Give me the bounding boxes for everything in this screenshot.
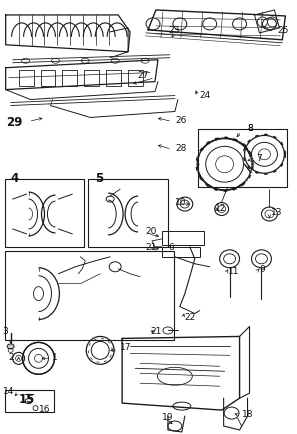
Text: 28: 28 (175, 144, 186, 152)
Text: 1: 1 (53, 352, 58, 361)
Text: 2: 2 (9, 352, 14, 361)
Text: 21: 21 (145, 243, 157, 252)
Text: 10: 10 (175, 197, 187, 206)
Text: 8: 8 (247, 124, 253, 133)
Bar (162, 247, 200, 257)
Text: 9: 9 (260, 265, 265, 273)
Bar (40, 71, 56, 86)
Bar (5, 180, 84, 247)
Text: 13: 13 (271, 207, 283, 216)
Ellipse shape (7, 344, 14, 349)
Text: 4: 4 (11, 171, 19, 184)
Bar (106, 71, 121, 86)
Text: 22: 22 (185, 312, 196, 321)
Text: 16: 16 (39, 404, 50, 413)
Bar (84, 71, 99, 86)
Text: 19: 19 (162, 411, 173, 421)
Text: 15: 15 (19, 392, 35, 405)
Text: 29: 29 (6, 116, 22, 128)
Text: 17: 17 (120, 342, 132, 351)
Bar (128, 71, 143, 86)
Text: 8: 8 (247, 124, 253, 133)
Text: 3: 3 (3, 326, 8, 335)
Text: 20: 20 (145, 227, 157, 236)
Text: 27: 27 (137, 71, 148, 80)
Text: 11: 11 (228, 266, 239, 276)
Text: 18: 18 (241, 409, 253, 418)
Text: 7: 7 (257, 154, 262, 162)
Bar (19, 71, 34, 86)
Text: 25: 25 (277, 26, 289, 35)
Bar (62, 71, 77, 86)
Bar (5, 390, 54, 412)
Text: 5: 5 (95, 171, 103, 184)
Text: 21: 21 (150, 326, 161, 335)
Text: 14: 14 (3, 386, 14, 395)
Text: 12: 12 (215, 203, 226, 212)
Bar (162, 231, 204, 245)
Text: 6: 6 (168, 243, 174, 252)
Bar (5, 251, 174, 341)
Bar (198, 130, 287, 188)
Bar (88, 180, 168, 247)
Text: 26: 26 (175, 116, 186, 125)
Text: 24: 24 (200, 91, 211, 100)
Text: 23: 23 (168, 26, 179, 35)
